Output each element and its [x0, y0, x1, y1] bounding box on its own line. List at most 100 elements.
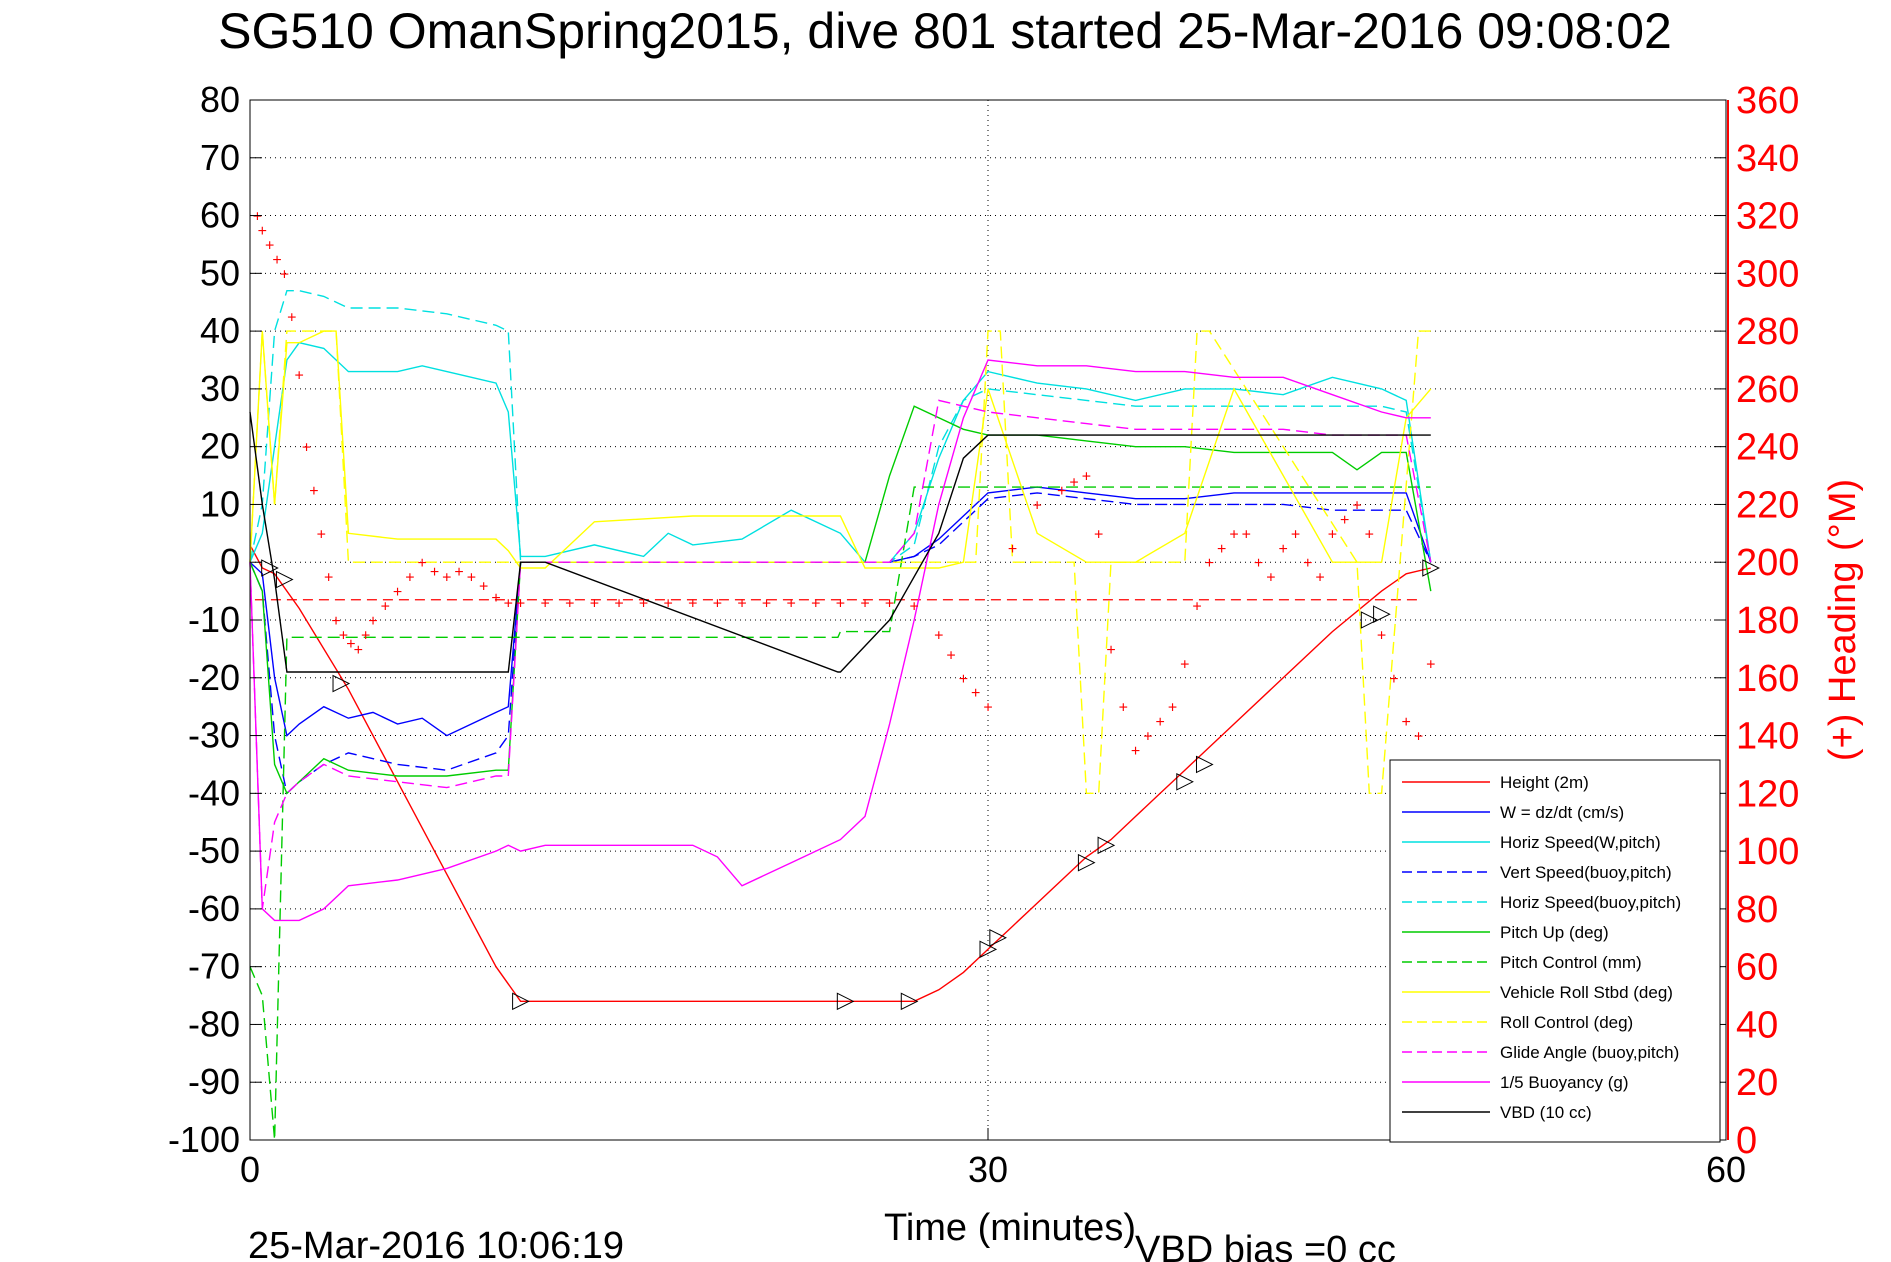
- heading-point: +: [1340, 512, 1349, 529]
- chart-title: SG510 OmanSpring2015, dive 801 started 2…: [218, 3, 1672, 59]
- y2-tick-label: 80: [1736, 889, 1778, 931]
- heading-point: +: [354, 642, 363, 659]
- y-tick-label: -60: [188, 888, 240, 929]
- heading-point: +: [467, 570, 476, 587]
- series-line-glide-angle-buoy-pitch: [249, 399, 1432, 909]
- y2-tick-label: 60: [1736, 947, 1778, 989]
- legend-label: Pitch Control (mm): [1500, 953, 1642, 972]
- y-tick-label: -70: [188, 946, 240, 987]
- heading-point: +: [280, 266, 289, 283]
- heading-point: +: [1365, 526, 1374, 543]
- heading-point: +: [1069, 474, 1078, 491]
- markers-layer: + + + + + + + + + + + + + + + + + + + + + + + + + + + + + + + + + + + + + + + +…: [253, 209, 1440, 1011]
- legend-box: [1389, 759, 1721, 1143]
- triangle-marker: [1077, 853, 1096, 872]
- series-line-1-5-buoyancy-g: [249, 359, 1431, 922]
- triangle-marker: [1360, 611, 1379, 629]
- x-axis-label: Time (minutes): [884, 1207, 1136, 1249]
- heading-point: +: [934, 627, 943, 644]
- legend-label: Vehicle Roll Stbd (deg): [1500, 983, 1673, 1002]
- axes: 80706050403020100-10-20-30-40-50-60-70-8…: [168, 79, 1799, 1190]
- y-tick-label: -80: [188, 1003, 240, 1044]
- heading-point: +: [1352, 497, 1361, 514]
- x-tick-label: 0: [240, 1149, 260, 1190]
- heading-point: +: [1291, 526, 1300, 543]
- heading-point: +: [1106, 642, 1115, 659]
- heading-point: +: [1119, 700, 1128, 717]
- heading-point: +: [1033, 497, 1042, 514]
- y-tick-label: 40: [200, 310, 240, 351]
- series-line-height-2m: [249, 544, 1431, 1002]
- triangle-marker: [261, 559, 279, 577]
- legend-label: Horiz Speed(W,pitch): [1500, 833, 1661, 852]
- y2-tick-label: 220: [1736, 484, 1799, 526]
- heading-point: +: [381, 599, 390, 616]
- series-line-horiz-speed-w-pitch: [249, 341, 1432, 563]
- y2-tick-label: 160: [1736, 658, 1799, 700]
- heading-point: +: [614, 596, 623, 613]
- y-tick-label: 0: [220, 541, 240, 582]
- footer-bias: VBD bias =0 cc: [1135, 1229, 1396, 1262]
- heading-point: +: [272, 252, 281, 269]
- heading-point: +: [1254, 555, 1263, 572]
- y2-tick-label: 140: [1736, 716, 1799, 758]
- heading-point: +: [836, 596, 845, 613]
- y2-tick-label: 280: [1736, 311, 1799, 353]
- y-tick-label: -10: [188, 599, 240, 640]
- heading-point: +: [713, 596, 722, 613]
- y2-tick-label: 0: [1736, 1120, 1757, 1162]
- heading-point: +: [1315, 570, 1324, 587]
- heading-point: +: [1057, 483, 1066, 500]
- heading-point: +: [295, 367, 304, 384]
- y-tick-label: 20: [200, 426, 240, 467]
- heading-point: +: [302, 440, 311, 457]
- y-tick-label: 30: [200, 368, 240, 409]
- heading-point: +: [1328, 526, 1337, 543]
- heading-point: +: [339, 627, 348, 644]
- legend: Height (2m) W = dz/dt (cm/s) Horiz Speed(W…: [1389, 759, 1721, 1143]
- triangle-marker: [1422, 559, 1440, 577]
- heading-point: +: [639, 596, 648, 613]
- heading-point: +: [405, 570, 414, 587]
- heading-point: +: [688, 596, 697, 613]
- triangle-marker: [1373, 605, 1391, 624]
- y2-tick-label: 340: [1736, 138, 1799, 180]
- series-line-vbd-10-cc: [249, 411, 1431, 673]
- x-tick-label: 60: [1706, 1149, 1746, 1190]
- triangle-marker: [1176, 772, 1194, 791]
- y-tick-label: 50: [200, 252, 240, 293]
- y-tick-label: -90: [188, 1061, 240, 1102]
- heading-point: +: [762, 596, 771, 613]
- y-tick-label: -20: [188, 657, 240, 698]
- heading-point: +: [516, 596, 525, 613]
- y-tick-label: -100: [168, 1119, 240, 1160]
- heading-point: +: [265, 237, 274, 254]
- heading-point: +: [590, 596, 599, 613]
- heading-point: +: [393, 584, 402, 601]
- legend-label: Glide Angle (buoy,pitch): [1500, 1043, 1679, 1062]
- heading-point: +: [258, 223, 267, 240]
- heading-point: +: [1377, 627, 1386, 644]
- heading-point: +: [1229, 526, 1238, 543]
- legend-label: 1/5 Buoyancy (g): [1500, 1073, 1629, 1092]
- heading-point: +: [860, 596, 869, 613]
- heading-point: +: [368, 613, 377, 630]
- heading-point: +: [971, 685, 980, 702]
- y-tick-label: 70: [200, 137, 240, 178]
- y2-tick-label: 120: [1736, 773, 1799, 815]
- heading-point: +: [1008, 541, 1017, 558]
- y2-tick-label: 180: [1736, 600, 1799, 642]
- series-line-horiz-speed-buoy-pitch: [249, 290, 1432, 563]
- heading-point: +: [959, 671, 968, 688]
- heading-point: +: [1402, 714, 1411, 731]
- heading-point: +: [317, 526, 326, 543]
- heading-point: +: [983, 700, 992, 717]
- heading-point: +: [565, 596, 574, 613]
- heading-point: +: [885, 596, 894, 613]
- legend-label: Pitch Up (deg): [1500, 923, 1609, 942]
- legend-label: VBD (10 cc): [1500, 1103, 1592, 1122]
- triangle-marker: [275, 570, 294, 589]
- triangle-marker: [332, 674, 351, 693]
- heading-point: +: [253, 209, 262, 226]
- y2-tick-label: 20: [1736, 1062, 1778, 1104]
